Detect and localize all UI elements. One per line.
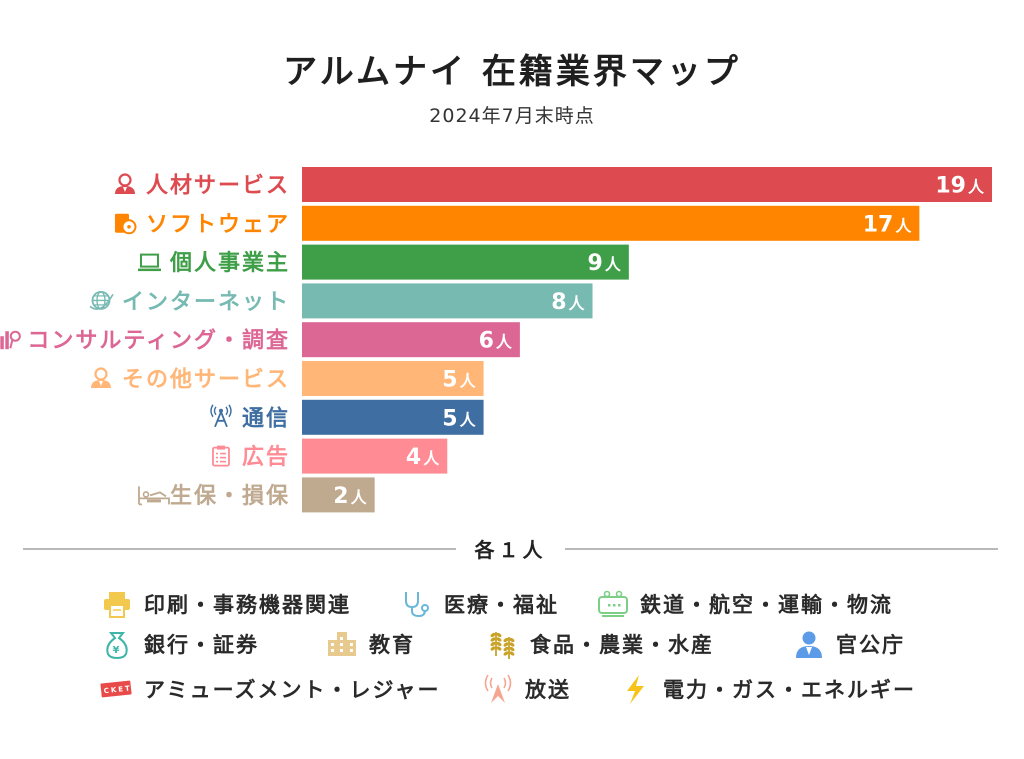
category-label: 個人事業主 bbox=[169, 250, 290, 276]
legend-label: 官公庁 bbox=[836, 633, 905, 657]
legend-label: 電力・ガス・エネルギー bbox=[663, 678, 916, 702]
value-label: 19 人 bbox=[935, 174, 985, 199]
bar bbox=[302, 205, 920, 241]
category-label: その他サービス bbox=[122, 368, 290, 393]
legend-label: 放送 bbox=[525, 678, 571, 702]
value-label: 17 人 bbox=[863, 212, 913, 237]
category-label: インターネット bbox=[122, 290, 290, 315]
legend-item: ¥ 銀行・証券 bbox=[100, 627, 259, 661]
legend-label: 鉄道・航空・運輸・物流 bbox=[640, 593, 893, 617]
category-label: 通信 bbox=[242, 405, 290, 431]
category-label: 生保・損保 bbox=[170, 484, 290, 509]
page-subtitle: 2024年7月末時点 bbox=[429, 105, 595, 127]
bar bbox=[302, 399, 484, 435]
stethoscope-icon bbox=[400, 589, 434, 619]
train-icon bbox=[596, 589, 630, 619]
legend-item: 食品・農業・水産 bbox=[486, 627, 714, 661]
category-label: コンサルティング・調査 bbox=[27, 328, 290, 354]
globe-icon bbox=[89, 290, 114, 310]
lightning-icon bbox=[619, 674, 653, 704]
laptop-icon bbox=[137, 253, 161, 272]
money-bag-icon: ¥ bbox=[100, 629, 134, 660]
legend-item: 教育 bbox=[325, 627, 415, 661]
hospital-bed-icon bbox=[138, 486, 170, 506]
legend-item: 鉄道・航空・運輸・物流 bbox=[596, 587, 893, 621]
legend-item: 官公庁 bbox=[792, 627, 905, 661]
legend-label: アミューズメント・レジャー bbox=[144, 678, 441, 702]
legend-label: 食品・農業・水産 bbox=[530, 633, 714, 657]
svg-text:¥: ¥ bbox=[113, 645, 122, 656]
category-label: 広告 bbox=[242, 444, 290, 470]
category-label: 人材サービス bbox=[146, 174, 290, 199]
legend-item: 放送 bbox=[481, 672, 571, 706]
bar bbox=[302, 283, 593, 319]
person-icon bbox=[90, 367, 111, 388]
legend-label: 印刷・事務機器関連 bbox=[144, 593, 351, 617]
bar bbox=[302, 167, 992, 202]
bar bbox=[302, 244, 629, 280]
person-icon bbox=[114, 173, 135, 194]
clipboard-icon bbox=[212, 445, 230, 467]
divider-left bbox=[23, 548, 456, 550]
page-title: アルムナイ 在籍業界マップ bbox=[283, 52, 741, 92]
legend-item: TICKET アミューズメント・レジャー bbox=[92, 672, 441, 706]
ticket-icon: TICKET bbox=[92, 674, 134, 704]
printer-icon bbox=[100, 589, 134, 619]
chart-search-icon bbox=[0, 330, 21, 350]
bar bbox=[302, 322, 520, 358]
broadcast-icon bbox=[481, 674, 515, 704]
legend-label: 銀行・証券 bbox=[144, 633, 259, 657]
legend-label: 医療・福祉 bbox=[444, 593, 559, 617]
bar bbox=[302, 477, 375, 513]
legend-item: 医療・福祉 bbox=[400, 587, 559, 621]
school-icon bbox=[325, 629, 359, 659]
others-heading: 各１人 bbox=[474, 538, 547, 562]
antenna-icon bbox=[210, 404, 232, 428]
wheat-icon bbox=[486, 629, 520, 661]
legend-label: 教育 bbox=[369, 633, 415, 657]
software-box-icon bbox=[114, 213, 137, 235]
legend-item: 電力・ガス・エネルギー bbox=[619, 672, 916, 706]
divider-right bbox=[565, 548, 998, 550]
bar bbox=[302, 438, 448, 474]
official-icon bbox=[792, 629, 826, 659]
bar bbox=[302, 361, 484, 396]
category-label: ソフトウェア bbox=[146, 212, 290, 237]
legend-item: 印刷・事務機器関連 bbox=[100, 587, 351, 621]
